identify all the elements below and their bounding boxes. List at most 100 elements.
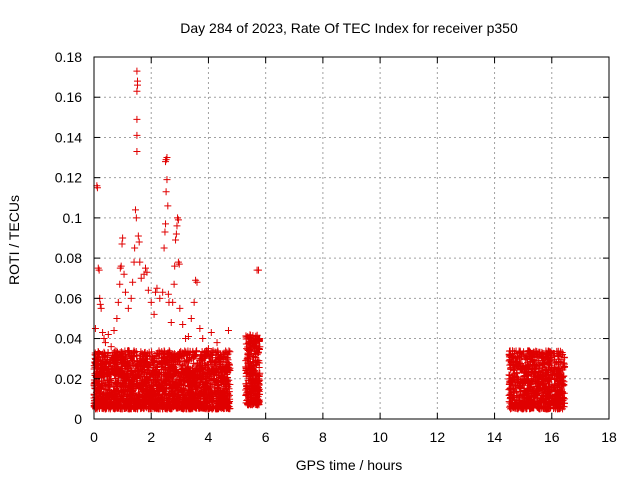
data-point [170,280,178,288]
data-point [211,389,219,397]
data-point [147,298,155,306]
data-point [219,351,227,359]
data-point [221,364,229,372]
data-point [184,356,192,364]
data-point [555,367,563,375]
data-point [148,393,156,401]
data-point [124,347,132,355]
data-point [212,366,220,374]
data-point [163,404,171,412]
data-point [216,375,224,383]
data-point [111,399,119,407]
data-point [253,331,261,339]
data-point [548,349,556,357]
data-point [190,353,198,361]
data-point [177,370,185,378]
data-point [111,351,119,359]
data-point [133,115,141,123]
y-tick-label: 0.1 [63,210,83,226]
data-point [114,298,122,306]
data-point [124,377,132,385]
data-point [160,358,168,366]
data-point [177,380,185,388]
y-tick-label: 0.08 [55,250,82,266]
data-point [527,400,535,408]
data-point [247,369,255,377]
data-point [193,398,201,406]
data-point [559,393,567,401]
data-point [100,352,108,360]
data-point [174,350,182,358]
data-point [218,393,226,401]
data-point [520,405,528,413]
data-point [201,385,209,393]
data-point [252,374,260,382]
data-point [256,369,264,377]
data-point [179,405,187,413]
data-point [549,400,557,408]
data-point [527,390,535,398]
data-point [142,387,150,395]
data-point [511,376,519,384]
data-point [248,375,256,383]
data-point [122,353,130,361]
data-point [117,262,125,270]
data-point [530,374,538,382]
data-point [509,354,517,362]
data-point [222,382,230,390]
data-point [143,268,151,276]
data-point [215,371,223,379]
data-point [172,402,180,410]
data-point [113,387,121,395]
data-point [534,390,542,398]
data-point [208,403,216,411]
data-point [137,360,145,368]
y-tick-label: 0.02 [55,371,82,387]
data-point [136,380,144,388]
data-point [193,278,201,286]
data-point [188,389,196,397]
data-point [545,372,553,380]
data-point [220,349,228,357]
data-point [179,389,187,397]
data-point [218,365,226,373]
data-point [121,388,129,396]
data-points [90,67,569,413]
data-point [557,374,565,382]
y-tick-label: 0.14 [55,129,82,145]
data-point [551,359,559,367]
data-point [516,347,524,355]
data-point [144,286,152,294]
data-point [149,356,157,364]
data-point [192,351,200,359]
y-axis-title: ROTI / TECUs [6,195,22,285]
data-point [224,368,232,376]
x-tick-label: 12 [430,429,446,445]
data-point [104,331,112,339]
data-point [161,228,169,236]
data-point [523,354,531,362]
data-point [546,383,554,391]
data-point [101,356,109,364]
data-point [510,366,518,374]
data-point [561,399,569,407]
axis-ticks [93,56,610,420]
data-point [224,391,232,399]
data-point [515,358,523,366]
data-point [161,376,169,384]
data-point [154,404,162,412]
data-point [101,379,109,387]
data-point [179,376,187,384]
data-point [113,379,121,387]
data-point [171,390,179,398]
data-point [147,401,155,409]
data-point [164,377,172,385]
data-point [204,388,212,396]
x-tick-label: 14 [487,429,503,445]
data-point [515,349,523,357]
data-point [122,404,130,412]
data-point [535,357,543,365]
data-point [117,370,125,378]
data-point [203,397,211,405]
data-point [152,399,160,407]
